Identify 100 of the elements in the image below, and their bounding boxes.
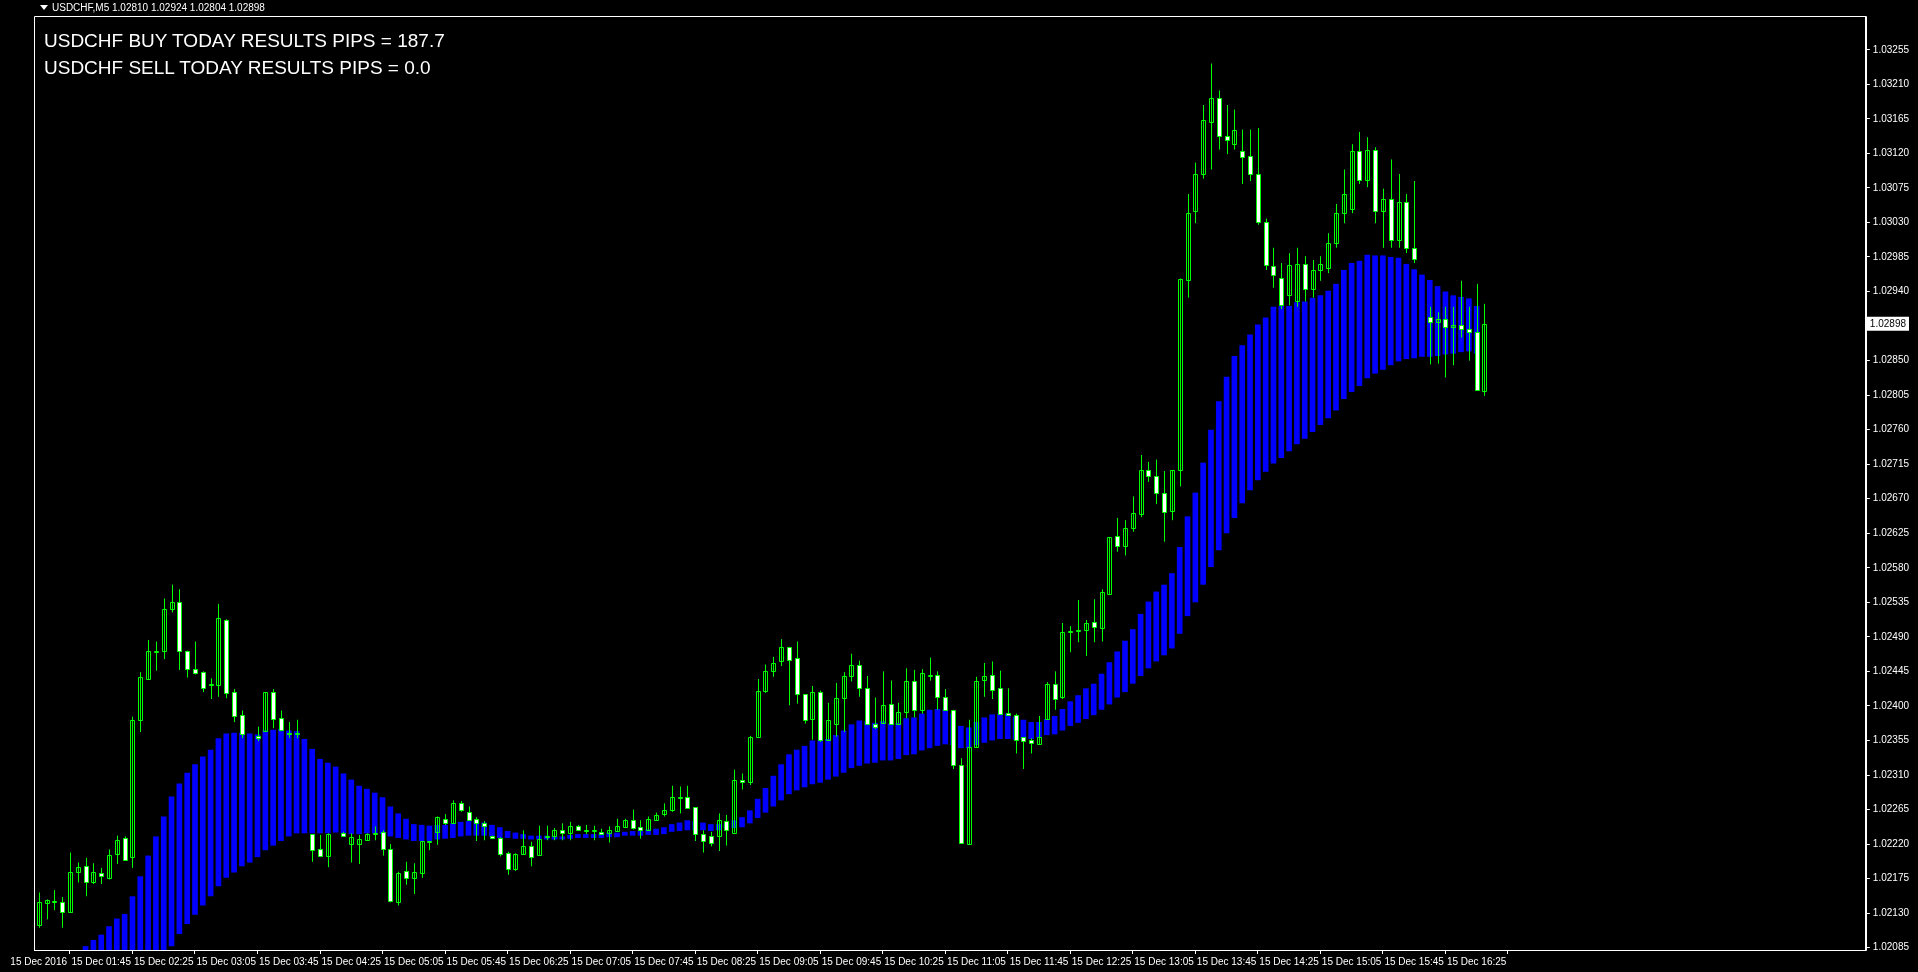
- bar: [293, 731, 300, 834]
- candlestick: [810, 685, 815, 741]
- bar: [1129, 629, 1136, 684]
- bar: [661, 827, 667, 835]
- x-tick-label: 15 Dec 16:25: [1446, 955, 1507, 967]
- candlestick: [1326, 232, 1331, 274]
- bar: [786, 754, 792, 795]
- bar: [192, 764, 198, 915]
- candlestick: [803, 693, 808, 725]
- candlestick: [1303, 255, 1308, 302]
- candlestick: [1256, 127, 1261, 226]
- x-tick-label: 15 Dec 13:05: [1134, 955, 1195, 967]
- bar: [1114, 651, 1120, 698]
- candlestick: [1162, 470, 1167, 543]
- bar: [981, 717, 988, 743]
- y-tick-label: 1.03255: [1872, 43, 1910, 55]
- candlestick: [162, 598, 167, 660]
- x-tick-label: 15 Dec 01:45: [71, 955, 132, 967]
- candlestick: [1107, 536, 1112, 595]
- candlestick: [685, 785, 690, 809]
- bar: [1004, 713, 1011, 739]
- candlestick: [1193, 162, 1198, 224]
- bar: [356, 785, 362, 835]
- bar: [1059, 709, 1066, 731]
- candlestick: [1264, 218, 1269, 271]
- candlestick: [271, 688, 276, 729]
- candlestick: [904, 667, 909, 719]
- candlestick: [849, 653, 854, 682]
- y-tick-label: 1.02265: [1872, 803, 1910, 815]
- bar: [1247, 334, 1253, 491]
- candlestick: [1397, 173, 1402, 249]
- candlestick: [631, 809, 636, 831]
- y-tick-label: 1.02850: [1872, 354, 1910, 366]
- candlestick: [216, 603, 221, 698]
- bar: [1176, 547, 1183, 634]
- y-tick-label: 1.02715: [1872, 457, 1910, 469]
- candlestick: [1311, 259, 1316, 299]
- candlestick: [1365, 136, 1370, 188]
- candlestick: [1240, 129, 1245, 185]
- candlestick: [748, 735, 753, 786]
- bar: [1255, 324, 1261, 481]
- bar: [1380, 255, 1386, 370]
- bar: [160, 816, 167, 950]
- candlestick: [232, 688, 237, 723]
- bar: [411, 824, 417, 842]
- candlestick: [404, 861, 409, 886]
- bar: [504, 831, 511, 838]
- candlestick: [1060, 622, 1065, 700]
- bar: [199, 756, 206, 906]
- bar: [246, 733, 253, 863]
- annotation: 1.02898: [1869, 317, 1907, 329]
- bar: [489, 824, 495, 837]
- candlestick: [451, 799, 456, 824]
- bar: [911, 717, 917, 755]
- candlestick: [201, 670, 206, 693]
- bar: [348, 779, 355, 835]
- candlestick: [1381, 188, 1386, 249]
- candlestick: [521, 829, 526, 855]
- bar: [825, 738, 831, 780]
- y-tick-label: 1.02625: [1872, 527, 1910, 539]
- y-tick-label: 1.02445: [1872, 665, 1910, 677]
- candlestick: [1350, 143, 1355, 214]
- candlestick: [678, 786, 683, 814]
- candlestick: [1225, 104, 1230, 155]
- bar: [270, 729, 276, 846]
- candlestick: [130, 716, 135, 869]
- candlestick: [1170, 469, 1175, 521]
- y-tick-label: 1.02670: [1872, 492, 1910, 504]
- x-tick-label: 15 Dec 11:45: [1009, 955, 1069, 967]
- candlestick: [224, 618, 229, 699]
- bar: [1122, 640, 1128, 693]
- bar: [98, 934, 105, 950]
- candlestick: [1232, 109, 1237, 151]
- candlestick: [279, 710, 284, 732]
- bar: [1090, 683, 1097, 716]
- candlestick: [37, 891, 42, 929]
- bar: [231, 732, 237, 873]
- candlestick: [357, 834, 362, 865]
- y-tick-label: 1.02400: [1872, 699, 1910, 711]
- candlestick: [1482, 303, 1487, 397]
- bar: [1161, 584, 1167, 656]
- x-tick-label: 15 Dec 11:05: [947, 955, 1007, 967]
- candlestick: [84, 857, 89, 897]
- candlestick: [1201, 104, 1206, 180]
- candlestick: [60, 896, 65, 929]
- x-tick-label: 15 Dec 15:05: [1321, 955, 1382, 967]
- candlestick: [1334, 203, 1339, 249]
- candlestick: [91, 862, 96, 885]
- candlestick: [615, 818, 620, 832]
- bar: [1301, 301, 1308, 439]
- bar: [575, 834, 581, 838]
- candlestick: [1068, 625, 1073, 653]
- y-tick-label: 1.02580: [1872, 561, 1910, 573]
- candlestick: [193, 640, 198, 675]
- bar: [285, 730, 292, 837]
- candlestick: [1115, 517, 1120, 553]
- candlestick: [1404, 193, 1409, 254]
- candlestick: [295, 719, 300, 739]
- candlestick: [1412, 180, 1417, 264]
- bar: [1200, 462, 1206, 585]
